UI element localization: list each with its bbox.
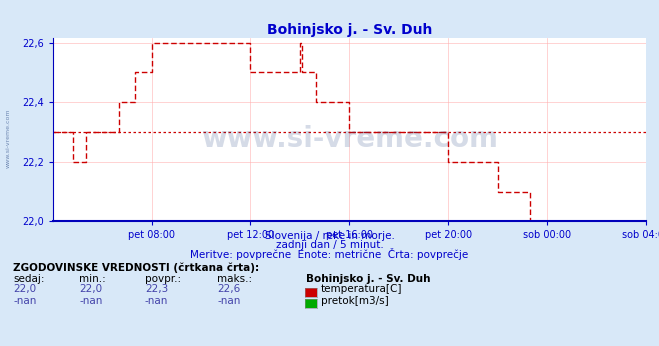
Text: www.si-vreme.com: www.si-vreme.com xyxy=(201,125,498,153)
Text: temperatura[C]: temperatura[C] xyxy=(321,284,403,294)
Text: -nan: -nan xyxy=(145,296,168,306)
Text: zadnji dan / 5 minut.: zadnji dan / 5 minut. xyxy=(275,240,384,251)
Text: 22,0: 22,0 xyxy=(79,284,102,294)
Title: Bohinjsko j. - Sv. Duh: Bohinjsko j. - Sv. Duh xyxy=(267,23,432,37)
Text: 22,6: 22,6 xyxy=(217,284,241,294)
Text: -nan: -nan xyxy=(217,296,241,306)
Text: Bohinjsko j. - Sv. Duh: Bohinjsko j. - Sv. Duh xyxy=(306,274,431,284)
Text: 22,0: 22,0 xyxy=(13,284,36,294)
Text: Slovenija / reke in morje.: Slovenija / reke in morje. xyxy=(264,231,395,241)
Text: -nan: -nan xyxy=(13,296,36,306)
Text: pretok[m3/s]: pretok[m3/s] xyxy=(321,296,389,306)
Text: sedaj:: sedaj: xyxy=(13,274,45,284)
Text: 22,3: 22,3 xyxy=(145,284,168,294)
Text: -nan: -nan xyxy=(79,296,102,306)
Text: www.si-vreme.com: www.si-vreme.com xyxy=(5,109,11,168)
Text: min.:: min.: xyxy=(79,274,106,284)
Text: Meritve: povprečne  Enote: metrične  Črta: povprečje: Meritve: povprečne Enote: metrične Črta:… xyxy=(190,248,469,260)
Text: ZGODOVINSKE VREDNOSTI (črtkana črta):: ZGODOVINSKE VREDNOSTI (črtkana črta): xyxy=(13,262,259,273)
Text: maks.:: maks.: xyxy=(217,274,252,284)
Text: povpr.:: povpr.: xyxy=(145,274,181,284)
